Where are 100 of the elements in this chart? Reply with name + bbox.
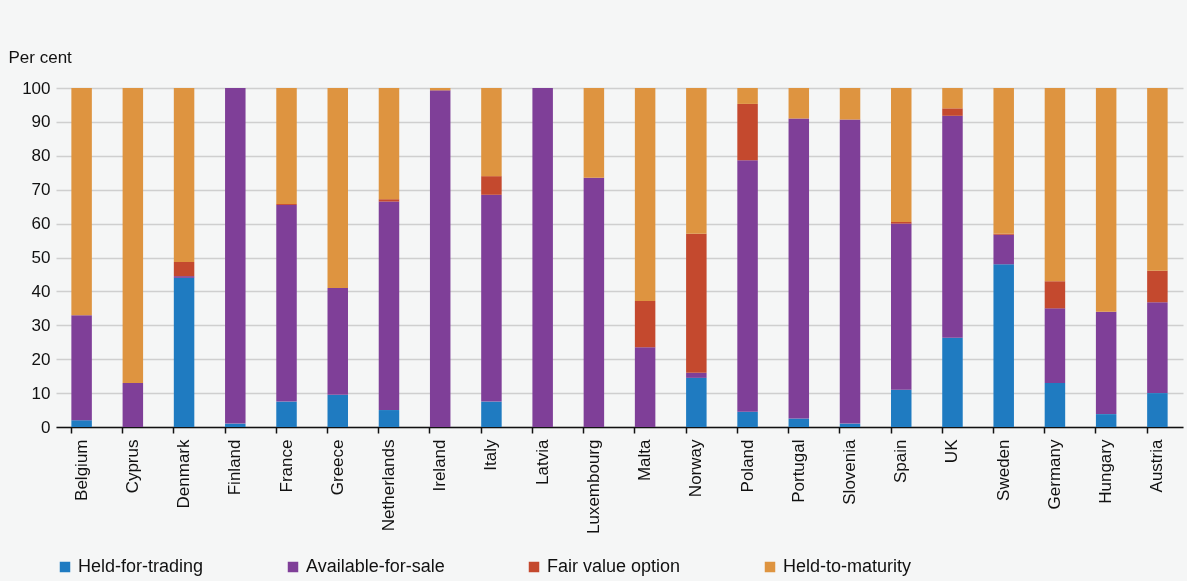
x-tick-label: Malta (635, 438, 655, 482)
bar (122, 88, 144, 383)
bar (429, 90, 451, 427)
x-tick-label: Greece (327, 439, 347, 496)
bar (634, 88, 656, 301)
x-tick-label: Luxembourg (583, 439, 603, 535)
y-tick-label: 40 (31, 281, 51, 301)
bar (327, 394, 348, 427)
bar (686, 233, 707, 373)
bar (686, 372, 707, 378)
x-tick-label: Spain (891, 439, 911, 483)
bar (1044, 281, 1066, 309)
bar (891, 389, 912, 427)
x-tick-label: Slovenia (840, 438, 860, 505)
y-axis-title: Per cent (8, 47, 73, 67)
x-tick-label: Sweden (993, 439, 1013, 501)
bar (891, 88, 912, 222)
bar (891, 223, 912, 390)
bar (276, 401, 297, 427)
bar (1147, 270, 1168, 303)
bar (1147, 393, 1168, 427)
bar (481, 401, 502, 427)
x-tick-label: Ireland (430, 439, 450, 492)
bar (225, 88, 246, 424)
y-tick-label: 50 (31, 248, 51, 267)
bar (686, 377, 707, 427)
y-tick-label: 10 (31, 383, 51, 403)
y-tick-label: 100 (22, 78, 51, 98)
bar (1044, 308, 1066, 383)
bar (71, 420, 92, 427)
bar (122, 382, 144, 427)
x-tick-label: Belgium (71, 439, 91, 501)
bar (737, 411, 758, 427)
bar (942, 337, 963, 427)
bar (327, 288, 348, 395)
bar (634, 347, 656, 427)
bar (942, 115, 963, 338)
bar (788, 118, 810, 419)
x-tick-label: Hungary (1096, 439, 1116, 504)
bar (788, 88, 810, 119)
bar (378, 88, 400, 200)
y-tick-label: 90 (31, 112, 51, 132)
bar (71, 88, 92, 316)
bar (737, 88, 758, 104)
bar (1095, 414, 1117, 427)
bar (378, 199, 400, 202)
y-tick-label: 0 (41, 417, 51, 437)
y-tick-label: 30 (31, 315, 51, 335)
bar (942, 108, 963, 116)
x-tick-label: Norway (686, 439, 706, 498)
bar (737, 160, 758, 412)
bar (481, 194, 502, 402)
y-tick-label: 70 (31, 180, 51, 200)
bar (583, 177, 605, 427)
bar (327, 88, 348, 289)
bar (532, 88, 553, 427)
legend-label: Held-to-maturity (783, 556, 912, 576)
bar (1147, 302, 1168, 394)
bar (225, 423, 246, 427)
y-tick-label: 20 (31, 349, 51, 369)
bar (839, 88, 861, 120)
bar (1095, 311, 1117, 415)
x-tick-label: Poland (737, 439, 757, 493)
x-tick-label: Portugal (788, 439, 808, 503)
bar (1044, 382, 1066, 427)
legend-label: Fair value option (547, 556, 681, 576)
x-tick-label: Cyprus (122, 439, 142, 494)
bar (1147, 88, 1168, 271)
bar (583, 88, 605, 178)
x-tick-label: Austria (1147, 438, 1167, 493)
legend-label: Held-for-trading (78, 556, 204, 576)
x-tick-label: Germany (1044, 439, 1064, 510)
bar (276, 204, 297, 402)
bar (788, 418, 810, 427)
bar (173, 277, 195, 427)
bar (634, 300, 656, 348)
x-tick-label: Italy (481, 439, 501, 471)
bar (71, 315, 92, 421)
bar (839, 119, 861, 424)
bar (481, 88, 502, 177)
bar (276, 88, 297, 204)
bar (481, 176, 502, 195)
bar (1095, 88, 1117, 312)
x-tick-label: Finland (225, 439, 245, 496)
bar (993, 88, 1014, 234)
y-tick-label: 60 (31, 214, 51, 234)
x-tick-label: Denmark (174, 439, 194, 509)
x-tick-label: Netherlands (378, 439, 398, 532)
bar (993, 234, 1014, 265)
x-tick-label: Latvia (532, 438, 552, 485)
x-tick-label: France (276, 439, 296, 493)
bar (1044, 88, 1066, 282)
y-tick-label: 80 (31, 146, 51, 166)
bar (378, 410, 400, 427)
bar (993, 264, 1014, 427)
bar (942, 88, 963, 109)
legend-label: Available-for-sale (306, 556, 445, 576)
bar (686, 88, 707, 234)
bar (173, 88, 195, 262)
bar (173, 261, 195, 277)
